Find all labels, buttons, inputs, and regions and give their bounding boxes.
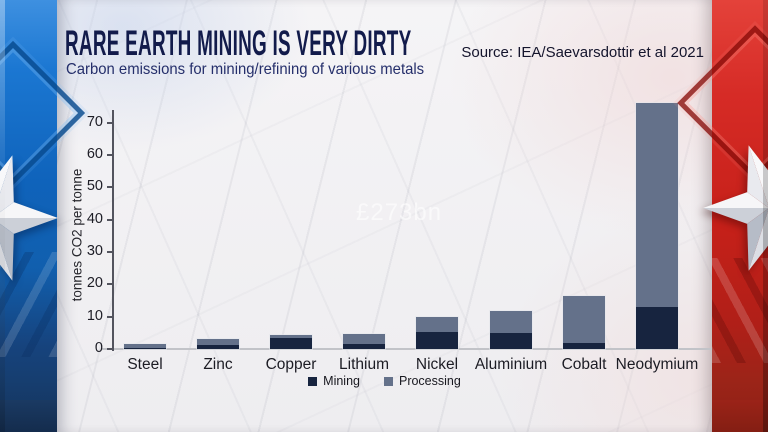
- right-border-footer: [712, 400, 768, 432]
- bar-segment-processing: [490, 310, 532, 333]
- y-tick-label: 10: [86, 307, 103, 324]
- legend-item: Processing: [383, 374, 461, 388]
- ghost-watermark: £273bn: [356, 199, 443, 226]
- legend-item: Mining: [308, 374, 360, 388]
- chart-subtitle: Carbon emissions for mining/refining of …: [66, 61, 425, 78]
- bar-lithium: [343, 333, 385, 349]
- y-tick-label: 30: [86, 242, 103, 259]
- bar-segment-mining: [636, 306, 678, 349]
- bar-segment-processing: [197, 338, 239, 346]
- right-border-panel: [677, 0, 768, 432]
- x-axis-label: Neodymium: [615, 356, 699, 373]
- bar-segment-processing: [124, 343, 166, 349]
- x-axis-label: Copper: [265, 356, 317, 373]
- y-tick-label: 70: [86, 113, 103, 130]
- x-axis-label: Steel: [127, 356, 163, 373]
- y-axis-line: [112, 110, 114, 351]
- y-tick-label: 20: [86, 275, 103, 292]
- bar-segment-processing: [416, 316, 458, 333]
- bar-segment-mining: [563, 342, 605, 349]
- y-tick-label: 40: [86, 210, 103, 227]
- y-tick-mark: [107, 186, 113, 189]
- legend-swatch: [308, 376, 318, 386]
- bar-neodymium: [636, 103, 678, 349]
- bar-segment-mining: [343, 344, 385, 349]
- x-axis-label: Cobalt: [561, 356, 607, 373]
- bar-steel: [124, 343, 166, 349]
- left-border-panel: [0, 0, 86, 432]
- bar-cobalt: [563, 295, 605, 349]
- y-tick-mark: [107, 153, 113, 156]
- bar-segment-processing: [636, 103, 678, 307]
- bar-segment-mining: [490, 332, 532, 349]
- y-tick-label: 60: [86, 145, 103, 162]
- legend-swatch: [383, 376, 393, 386]
- right-border-shadow-edge: [763, 0, 768, 432]
- bar-segment-processing: [563, 295, 605, 343]
- bar-zinc: [197, 338, 239, 349]
- y-tick-mark: [107, 348, 113, 350]
- y-tick-mark: [107, 250, 113, 253]
- right-diagonal-stripes: [712, 258, 768, 363]
- content-area: RARE EARTH MINING IS VERY DIRTY Carbon e…: [57, 0, 713, 432]
- x-axis-label: Lithium: [339, 356, 389, 373]
- left-border-highlight: [0, 0, 5, 432]
- y-tick-mark: [107, 315, 113, 318]
- x-axis-label: Zinc: [203, 356, 233, 373]
- y-tick-mark: [107, 121, 113, 124]
- bar-nickel: [416, 316, 458, 349]
- legend-label: Processing: [398, 374, 461, 388]
- y-tick-mark: [107, 218, 113, 221]
- y-tick-label: 0: [94, 340, 103, 356]
- x-axis-label: Nickel: [415, 356, 459, 373]
- bar-segment-mining: [197, 345, 239, 349]
- chart: tonnes CO2 per tonne 0 10 20 30 40 50 60 70 Stee…: [57, 0, 713, 432]
- bar-segment-mining: [270, 338, 312, 349]
- bar-aluminium: [490, 310, 532, 349]
- bar-segment-mining: [416, 332, 458, 349]
- y-tick-mark: [107, 283, 113, 286]
- silver-star-icon: [0, 155, 58, 281]
- legend: Mining Processing: [57, 374, 712, 388]
- bar-segment-processing: [343, 333, 385, 345]
- bar-copper: [270, 335, 312, 349]
- marble-star-icon: [703, 145, 768, 271]
- source-credit: Source: IEA/Saevarsdottir et al 2021: [461, 44, 704, 61]
- bar-segment-processing: [270, 335, 312, 339]
- legend-label: Mining: [323, 374, 360, 388]
- x-axis-line: [101, 348, 713, 350]
- y-tick-label: 50: [86, 178, 103, 195]
- bar-segment-mining: [124, 348, 166, 349]
- left-border-footer: [0, 400, 57, 432]
- headline: RARE EARTH MINING IS VERY DIRTY: [65, 24, 412, 63]
- x-axis-label: Aluminium: [474, 356, 548, 373]
